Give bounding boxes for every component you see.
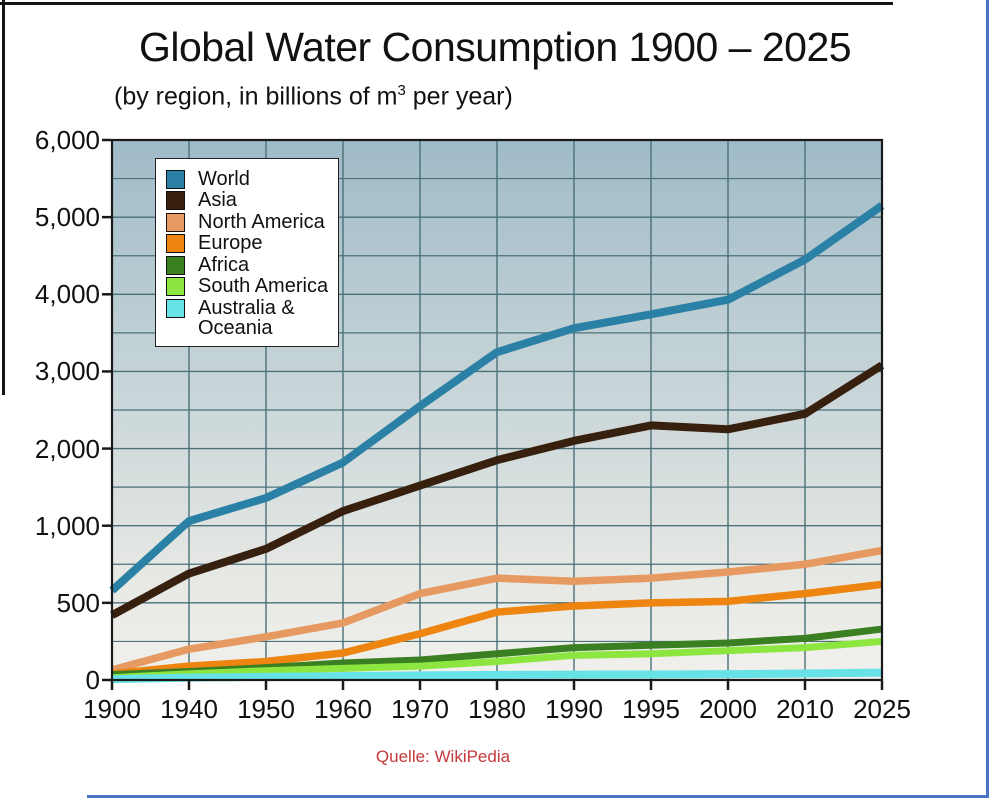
legend-swatch-south-america: [166, 277, 185, 296]
legend-swatch-asia: [166, 191, 185, 210]
y-axis-label-3000: 3,000: [34, 356, 100, 387]
legend-label: Asia: [198, 189, 237, 211]
legend-swatch-europe: [166, 234, 185, 253]
x-axis-label-1990: 1990: [545, 694, 603, 724]
x-axis-label-1970: 1970: [391, 694, 449, 724]
x-axis-label-1980: 1980: [468, 694, 526, 724]
legend-label: World: [198, 167, 250, 190]
y-axis-label-2000: 2,000: [34, 433, 100, 464]
series-line-world: [109, 202, 885, 594]
legend-item-asia: Asia: [166, 190, 334, 210]
legend-label: Australia & Oceania: [198, 296, 295, 339]
x-axis-label-2010: 2010: [776, 694, 834, 724]
legend-label: Africa: [198, 253, 250, 276]
legend-item-north-america: North America: [166, 212, 334, 232]
chart-subtitle: (by region, in billions of m3 per year): [114, 82, 513, 111]
slide-border-top: [0, 2, 893, 5]
series-line-europe: [111, 580, 883, 678]
series-line-australia-oceania: [111, 668, 883, 684]
subtitle-text-2: per year): [405, 82, 513, 111]
y-axis-label-6000: 6,000: [34, 125, 100, 155]
legend-label: Europe: [198, 232, 263, 254]
plot-frame: [110, 138, 884, 682]
legend-item-south-america: South America: [166, 276, 334, 296]
x-axis-label-2025: 2025: [853, 694, 911, 724]
chart-legend: World Asia North America Europe Africa South …: [155, 158, 339, 347]
slide-border-right: [986, 0, 989, 798]
x-axis-label-1960: 1960: [314, 694, 372, 724]
x-axis-label-1900: 1900: [83, 694, 141, 724]
legend-item-europe: Europe: [166, 233, 334, 253]
legend-item-world: World: [166, 169, 334, 189]
y-axis-label-1000: 1,000: [34, 510, 100, 541]
legend-item-africa: Africa: [166, 255, 334, 275]
subtitle-text: (by region, in billions of m: [114, 82, 398, 111]
x-axis-label-1940: 1940: [160, 694, 218, 724]
legend-swatch-north-america: [166, 212, 185, 232]
legend-label: North America: [198, 210, 325, 233]
x-axis-label-1995: 1995: [622, 694, 680, 724]
slide-border-left: [2, 0, 5, 395]
legend-label: South America: [198, 275, 329, 297]
subtitle-superscript: 3: [397, 82, 406, 99]
chart-title: Global Water Consumption 1900 – 2025: [138, 24, 852, 70]
series-line-asia: [110, 361, 885, 619]
y-axis-label-500: 500: [56, 587, 100, 618]
y-axis-label-4000: 4,000: [34, 279, 100, 310]
x-axis-label-2000: 2000: [699, 694, 757, 724]
x-axis-label-1950: 1950: [237, 694, 295, 724]
legend-item-australia-oceania: Australia & Oceania: [166, 298, 334, 338]
series-line-south-america: [111, 637, 883, 682]
axis-ticks: [102, 138, 884, 690]
legend-swatch-africa: [166, 255, 185, 275]
y-axis-label-5000: 5,000: [34, 202, 100, 233]
legend-swatch-world: [166, 169, 185, 189]
y-axis-label-0: 0: [85, 665, 100, 695]
legend-swatch-australia-oceania: [166, 298, 185, 318]
series-line-north-america: [111, 546, 883, 674]
source-credit: Quelle: WikiPedia: [375, 747, 511, 766]
slide-border-bottom: [87, 795, 989, 798]
